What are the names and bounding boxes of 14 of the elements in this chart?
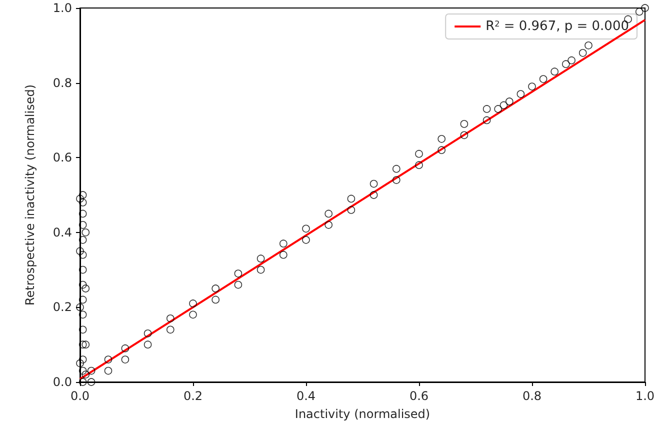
x-axis-title: Inactivity (normalised): [294, 407, 430, 421]
y-tick-label: 0.2: [52, 300, 72, 314]
y-tick-label: 0.4: [52, 225, 72, 240]
x-tick-label: 0.0: [70, 389, 90, 403]
y-axis-title: Retrospective inactivity (normalised): [23, 84, 37, 306]
y-tick-label: 0.0: [52, 375, 72, 389]
x-tick-label: 0.2: [183, 389, 203, 403]
x-tick-label: 1.0: [635, 389, 655, 403]
x-tick-label: 0.6: [409, 389, 429, 403]
x-tick-label: 0.4: [296, 389, 316, 403]
y-tick-label: 1.0: [52, 1, 72, 15]
x-tick-label: 0.8: [522, 389, 542, 403]
y-tick-label: 0.6: [52, 150, 72, 165]
y-tick-label: 0.8: [52, 76, 72, 90]
